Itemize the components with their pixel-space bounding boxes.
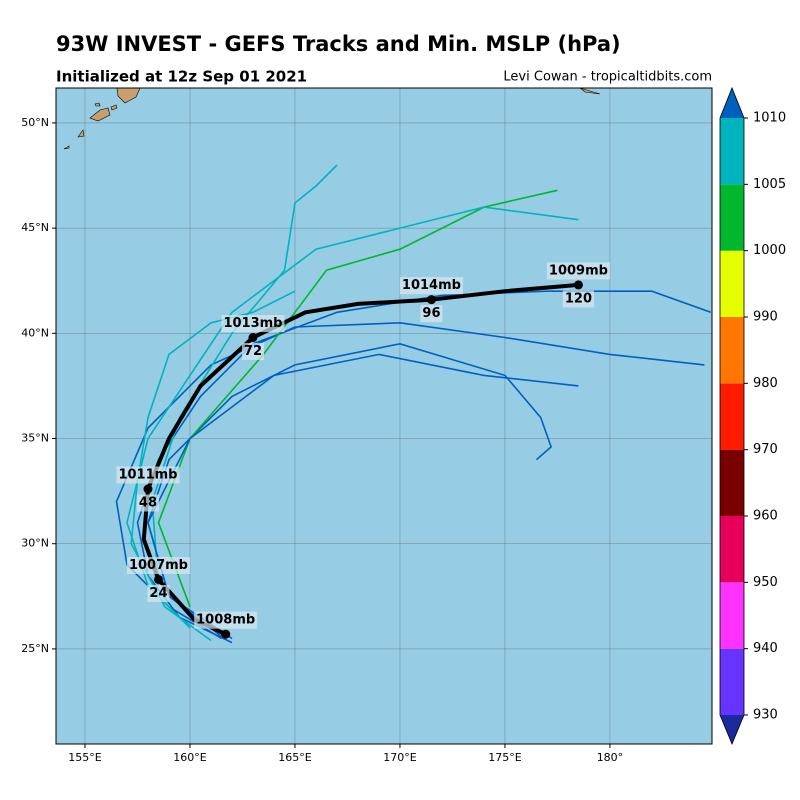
colorbar-tick-label: 980 bbox=[753, 376, 778, 391]
colorbar-tick-label: 1010 bbox=[753, 111, 786, 126]
label-box bbox=[562, 290, 595, 308]
colorbar-segment bbox=[720, 582, 744, 649]
colorbar-segment bbox=[720, 118, 744, 185]
x-tick-label: 155°E bbox=[68, 751, 101, 764]
map-frame bbox=[55, 87, 713, 745]
colorbar-tick-label: 970 bbox=[753, 442, 778, 457]
subtitle: Initialized at 12z Sep 01 2021 bbox=[56, 68, 307, 86]
colorbar-tick-label: 950 bbox=[753, 575, 778, 590]
label-box bbox=[420, 305, 443, 323]
colorbar-tick-label: 1000 bbox=[753, 243, 786, 258]
label-box bbox=[147, 584, 170, 602]
colorbar-tick-label: 940 bbox=[753, 641, 778, 656]
y-tick-label: 35°N bbox=[21, 432, 49, 445]
x-tick-label: 180° bbox=[597, 751, 624, 764]
x-tick-label: 175°E bbox=[488, 751, 521, 764]
label-box bbox=[399, 277, 463, 295]
credit: Levi Cowan - tropicaltidbits.com bbox=[503, 70, 712, 85]
pressure-label: 1014mb bbox=[402, 278, 461, 293]
pressure-label: 1008mb bbox=[196, 613, 255, 628]
label-box bbox=[221, 315, 285, 333]
colorbar-segment bbox=[720, 250, 744, 317]
chart-title: 93W INVEST - GEFS Tracks and Min. MSLP (… bbox=[56, 32, 621, 56]
track-point bbox=[143, 484, 153, 494]
label-box bbox=[136, 494, 160, 512]
label-box bbox=[194, 611, 258, 629]
x-tick-label: 160°E bbox=[173, 751, 206, 764]
label-box bbox=[241, 343, 265, 361]
hour-label: 48 bbox=[139, 496, 157, 511]
hour-label: 24 bbox=[149, 586, 167, 601]
hour-label: 72 bbox=[244, 344, 262, 359]
pressure-label: 1013mb bbox=[223, 316, 282, 331]
coastline bbox=[63, 87, 601, 150]
pressure-label: 1007mb bbox=[129, 558, 188, 573]
track-point bbox=[426, 295, 436, 305]
hour-label: 120 bbox=[565, 291, 592, 306]
colorbar-over bbox=[720, 88, 744, 118]
y-tick-label: 50°N bbox=[21, 116, 49, 129]
track-point bbox=[221, 629, 231, 639]
colorbar-segment bbox=[720, 184, 744, 251]
colorbar-tick-label: 960 bbox=[753, 509, 778, 524]
colorbar-segment bbox=[720, 449, 744, 516]
colorbar-tick-label: 990 bbox=[753, 310, 778, 325]
label-box bbox=[116, 466, 180, 484]
ensemble-track bbox=[151, 164, 338, 586]
label-box bbox=[546, 262, 610, 280]
ensemble-track bbox=[147, 353, 579, 637]
colorbar-segment bbox=[720, 317, 744, 384]
track-point bbox=[573, 280, 583, 290]
track-point bbox=[153, 574, 163, 584]
y-tick-label: 30°N bbox=[21, 537, 49, 550]
colorbar-segment bbox=[720, 516, 744, 583]
y-tick-label: 25°N bbox=[21, 642, 49, 655]
colorbar-tick-label: 930 bbox=[753, 708, 778, 723]
colorbar-segment bbox=[720, 383, 744, 450]
label-box bbox=[126, 556, 190, 574]
track-point bbox=[248, 333, 258, 343]
colorbar-under bbox=[720, 715, 744, 744]
plot-area: 1008mb 1007mb 24 1011mb 48 1013mb 72 1014mb 96 10… bbox=[56, 88, 712, 744]
hour-label: 96 bbox=[422, 306, 440, 321]
x-tick-label: 165°E bbox=[278, 751, 311, 764]
pressure-label: 1009mb bbox=[549, 263, 608, 278]
ensemble-track bbox=[115, 321, 705, 640]
ensemble-track bbox=[157, 189, 558, 608]
pressure-label: 1011mb bbox=[118, 468, 177, 483]
colorbar-segment bbox=[720, 648, 744, 715]
colorbar-tick-label: 1005 bbox=[753, 177, 786, 192]
x-tick-label: 170°E bbox=[383, 751, 416, 764]
map-background bbox=[56, 88, 712, 744]
y-tick-label: 45°N bbox=[21, 221, 49, 234]
y-tick-label: 40°N bbox=[21, 326, 49, 339]
